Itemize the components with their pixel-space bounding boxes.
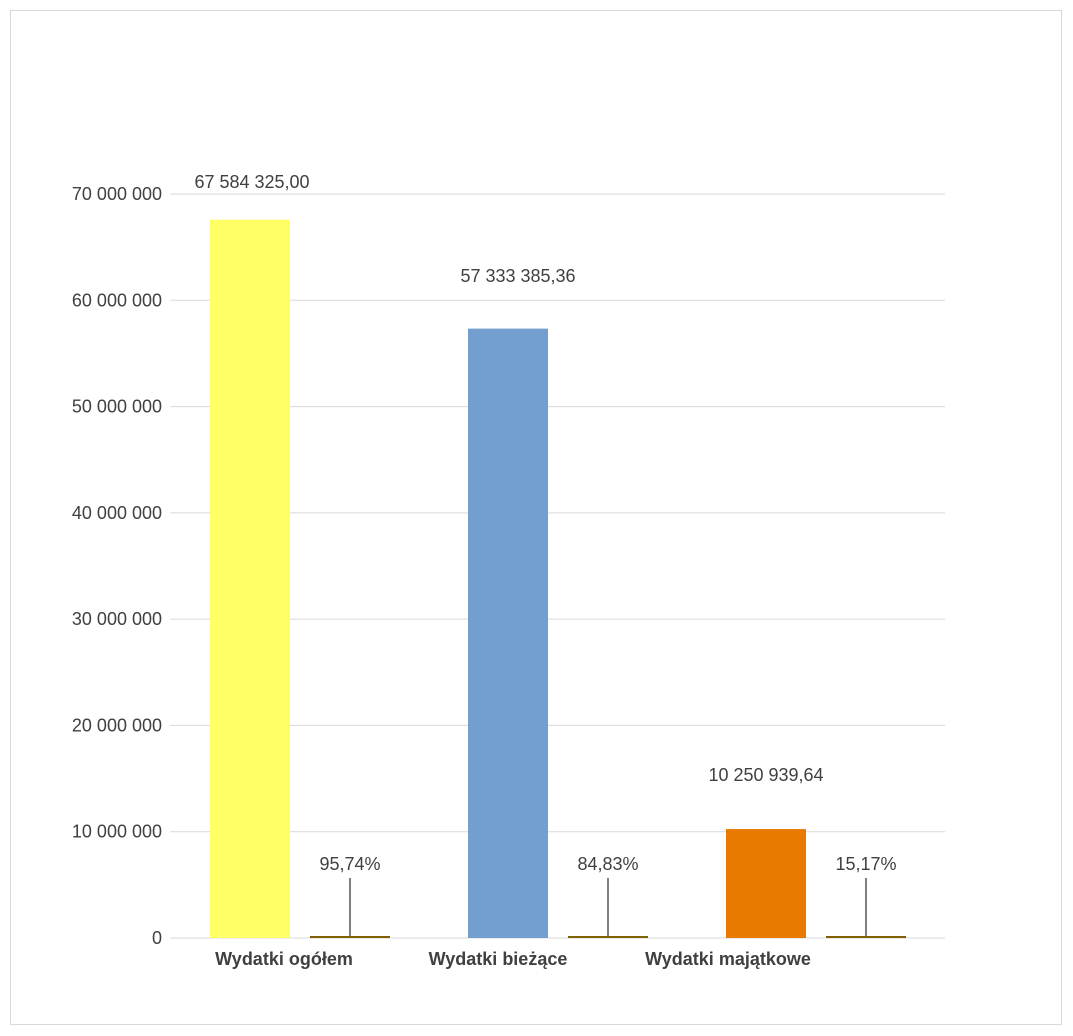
value-bar bbox=[726, 829, 806, 938]
y-tick-label: 40 000 000 bbox=[72, 503, 162, 523]
gridlines bbox=[170, 193, 945, 939]
value-bar bbox=[210, 219, 290, 938]
category-label: Wydatki ogółem bbox=[215, 949, 353, 969]
data-labels: 67 584 325,00 95,74% 57 333 385,36 84,83% 10… bbox=[194, 172, 896, 874]
value-data-label: 10 250 939,64 bbox=[708, 765, 823, 785]
bars bbox=[210, 219, 806, 938]
y-tick-label: 10 000 000 bbox=[72, 822, 162, 842]
category-labels: Wydatki ogółem Wydatki bieżące Wydatki maj… bbox=[215, 949, 811, 969]
category-label: Wydatki majątkowe bbox=[645, 949, 811, 969]
y-tick-label: 50 000 000 bbox=[72, 397, 162, 417]
y-tick-label: 30 000 000 bbox=[72, 609, 162, 629]
percent-data-label: 95,74% bbox=[319, 854, 380, 874]
percent-bar bbox=[826, 936, 906, 938]
value-data-label: 57 333 385,36 bbox=[460, 266, 575, 286]
y-tick-label: 20 000 000 bbox=[72, 715, 162, 735]
percent-markers bbox=[310, 878, 906, 938]
percent-data-label: 84,83% bbox=[577, 854, 638, 874]
value-data-label: 67 584 325,00 bbox=[194, 172, 309, 192]
category-label: Wydatki bieżące bbox=[429, 949, 568, 969]
y-tick-label: 70 000 000 bbox=[72, 184, 162, 204]
y-tick-label: 60 000 000 bbox=[72, 290, 162, 310]
y-axis-tick-labels: 0 10 000 000 20 000 000 30 000 000 40 000 00… bbox=[72, 184, 162, 948]
percent-bar bbox=[310, 936, 390, 938]
value-bar bbox=[468, 328, 548, 938]
percent-bar bbox=[568, 936, 648, 938]
percent-data-label: 15,17% bbox=[835, 854, 896, 874]
y-tick-label: 0 bbox=[152, 928, 162, 948]
